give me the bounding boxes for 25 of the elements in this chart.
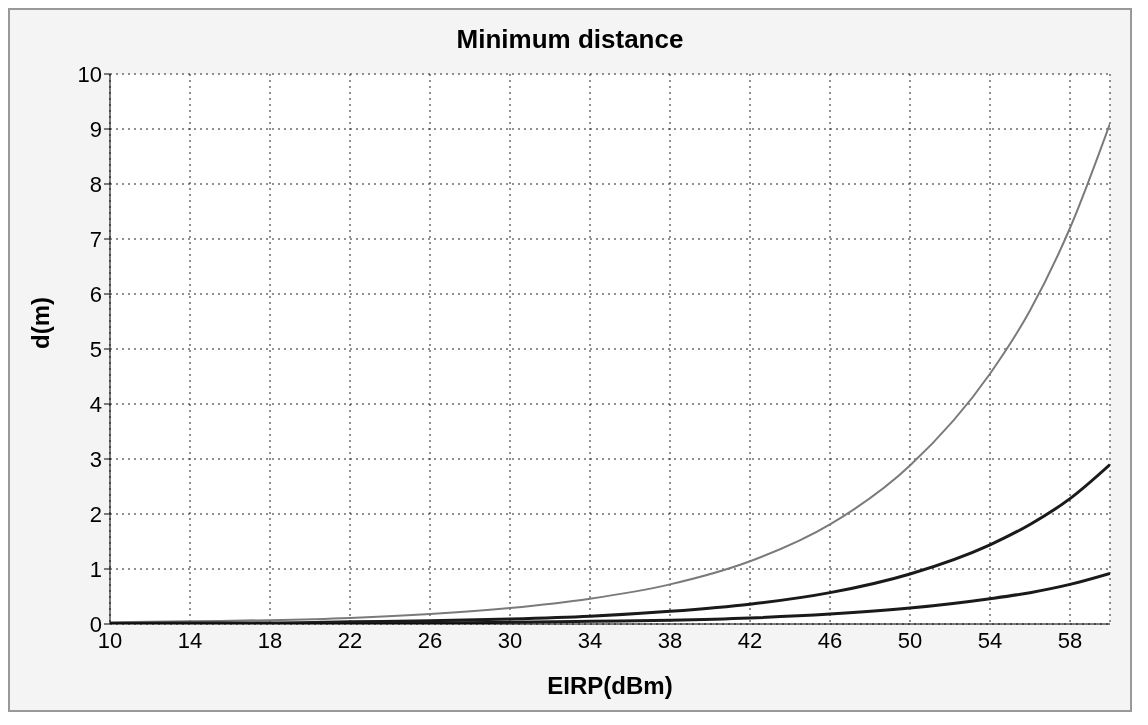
y-tick-label: 6 [89,281,102,307]
y-tick-label: 10 [77,61,102,87]
x-tick-label: 18 [257,627,283,653]
x-tick-label: 14 [177,627,203,653]
x-tick-label: 34 [577,627,603,653]
y-tick-label: 9 [89,116,102,142]
x-tick-label: 30 [497,627,523,653]
y-axis-title: d(m) [26,297,54,349]
x-tick-label: 42 [737,627,763,653]
y-tick-label: 5 [89,336,102,362]
x-tick-label: 46 [817,627,843,653]
y-tick-label: 1 [89,556,102,582]
x-tick-label: 54 [977,627,1003,653]
x-tick-label: 26 [417,627,443,653]
x-tick-label: 38 [657,627,683,653]
y-tick-label: 2 [89,501,102,527]
chart-title: Minimum distance [456,24,684,54]
x-tick-label: 50 [897,627,923,653]
y-tick-label: 3 [89,446,102,472]
x-tick-label: 22 [337,627,363,653]
y-tick-label: 8 [89,171,102,197]
y-tick-label: 7 [89,226,102,252]
x-axis-title: EIRP(dBm) [547,672,673,699]
y-tick-label: 4 [89,391,102,417]
x-tick-label: 58 [1057,627,1083,653]
